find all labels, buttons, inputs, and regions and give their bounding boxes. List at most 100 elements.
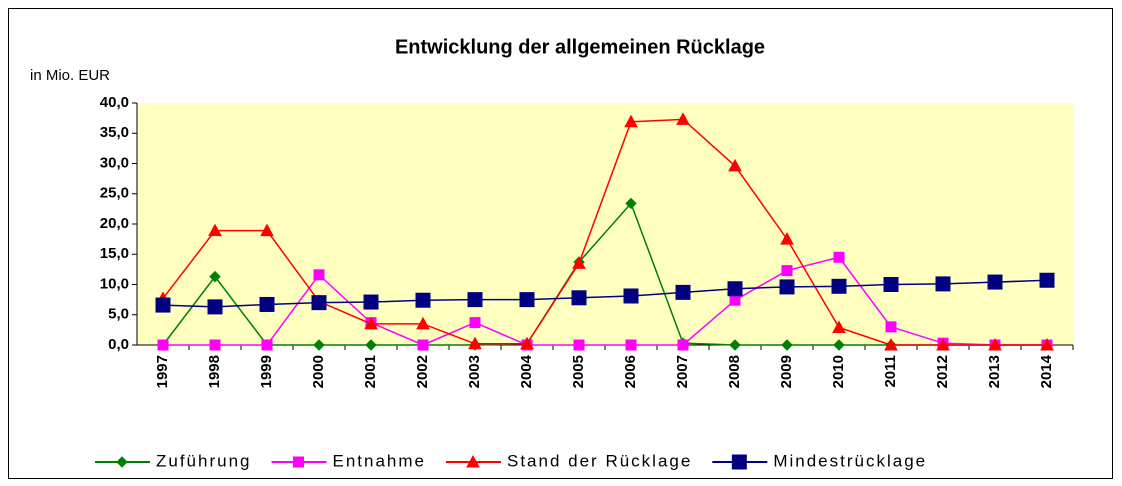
y-tick-label: 30,0 bbox=[100, 154, 129, 171]
marker bbox=[311, 295, 327, 311]
x-tick-label: 2002 bbox=[414, 355, 431, 388]
x-tick-label: 2004 bbox=[518, 354, 535, 388]
marker bbox=[728, 158, 742, 172]
x-tick-label: 2000 bbox=[310, 355, 327, 388]
marker bbox=[260, 223, 274, 237]
x-tick-label: 2005 bbox=[570, 355, 587, 388]
marker bbox=[625, 339, 637, 351]
x-tick-label: 2003 bbox=[466, 355, 483, 388]
x-tick-label: 2009 bbox=[778, 355, 795, 388]
legend-item: Mindestrücklage bbox=[712, 451, 927, 470]
y-tick-label: 25,0 bbox=[100, 185, 129, 202]
marker bbox=[572, 256, 586, 269]
marker bbox=[1040, 337, 1054, 351]
x-tick-label: 2006 bbox=[622, 355, 639, 388]
marker bbox=[364, 316, 378, 330]
marker bbox=[780, 232, 794, 245]
chart-title: Entwicklung der allgemeinen Rücklage bbox=[395, 36, 765, 58]
marker bbox=[883, 277, 899, 292]
x-tick-label: 2010 bbox=[830, 355, 847, 388]
marker bbox=[415, 292, 431, 308]
marker bbox=[781, 265, 793, 277]
x-tick-label: 2014 bbox=[1038, 354, 1055, 388]
x-tick-label: 1998 bbox=[206, 355, 223, 388]
marker bbox=[987, 274, 1003, 290]
marker bbox=[417, 339, 429, 351]
legend-item: Zuführung bbox=[95, 451, 252, 470]
marker bbox=[727, 281, 743, 297]
marker bbox=[469, 317, 481, 329]
legend-label: Zuführung bbox=[156, 451, 252, 470]
plot-area bbox=[137, 103, 1073, 345]
marker bbox=[677, 339, 689, 351]
y-tick-label: 35,0 bbox=[100, 124, 129, 141]
x-tick-label: 2013 bbox=[986, 355, 1003, 388]
marker bbox=[675, 284, 691, 300]
x-tick-label: 2001 bbox=[362, 355, 379, 388]
legend-marker bbox=[116, 456, 128, 468]
marker bbox=[313, 339, 325, 351]
marker bbox=[1039, 272, 1055, 288]
marker bbox=[832, 320, 846, 333]
marker bbox=[467, 292, 483, 308]
marker bbox=[571, 290, 587, 306]
legend-item: Entnahme bbox=[271, 451, 427, 470]
marker bbox=[519, 292, 535, 308]
legend-marker bbox=[293, 456, 304, 468]
marker bbox=[936, 337, 950, 351]
y-tick-label: 40,0 bbox=[100, 94, 129, 111]
x-tick-label: 1999 bbox=[258, 355, 275, 388]
legend-item: Stand der Rücklage bbox=[446, 451, 692, 470]
marker bbox=[155, 297, 171, 313]
marker bbox=[833, 251, 845, 263]
y-tick-label: 10,0 bbox=[100, 275, 129, 292]
marker bbox=[363, 294, 379, 310]
marker bbox=[365, 339, 377, 351]
legend-label: Stand der Rücklage bbox=[507, 451, 692, 470]
legend-label: Entnahme bbox=[333, 451, 427, 470]
y-axis-label: in Mio. EUR bbox=[30, 67, 110, 84]
marker bbox=[208, 223, 222, 237]
y-tick-label: 0,0 bbox=[108, 336, 129, 353]
marker bbox=[207, 299, 223, 315]
marker bbox=[988, 337, 1002, 351]
marker bbox=[261, 339, 273, 351]
x-tick-label: 2011 bbox=[882, 355, 899, 388]
marker bbox=[520, 336, 534, 350]
marker bbox=[885, 321, 897, 333]
marker bbox=[313, 269, 325, 281]
marker bbox=[729, 339, 741, 351]
marker bbox=[209, 270, 221, 283]
x-tick-label: 2008 bbox=[726, 355, 743, 388]
marker bbox=[781, 339, 793, 351]
x-tick-label: 2012 bbox=[934, 355, 951, 388]
marker bbox=[157, 339, 169, 351]
marker bbox=[625, 197, 637, 210]
y-tick-label: 15,0 bbox=[100, 245, 129, 262]
marker bbox=[624, 114, 638, 128]
marker bbox=[833, 339, 845, 351]
marker bbox=[623, 288, 639, 304]
marker bbox=[779, 279, 795, 295]
marker bbox=[831, 278, 847, 294]
x-tick-label: 1997 bbox=[154, 355, 171, 388]
marker bbox=[935, 276, 951, 292]
legend-label: Mindestrücklage bbox=[773, 451, 927, 470]
marker bbox=[209, 339, 221, 351]
marker bbox=[729, 294, 741, 306]
marker bbox=[468, 336, 482, 350]
y-tick-label: 20,0 bbox=[100, 215, 129, 232]
y-tick-label: 5,0 bbox=[108, 306, 129, 323]
series-line bbox=[162, 118, 1047, 346]
series-line bbox=[162, 279, 1048, 308]
x-tick-label: 2007 bbox=[674, 355, 691, 388]
marker bbox=[416, 316, 430, 330]
legend-marker bbox=[731, 454, 747, 470]
series-line bbox=[163, 256, 1047, 346]
marker bbox=[573, 339, 585, 351]
marker bbox=[884, 337, 898, 351]
marker bbox=[676, 112, 690, 125]
legend-marker bbox=[466, 454, 480, 468]
marker bbox=[259, 296, 275, 312]
